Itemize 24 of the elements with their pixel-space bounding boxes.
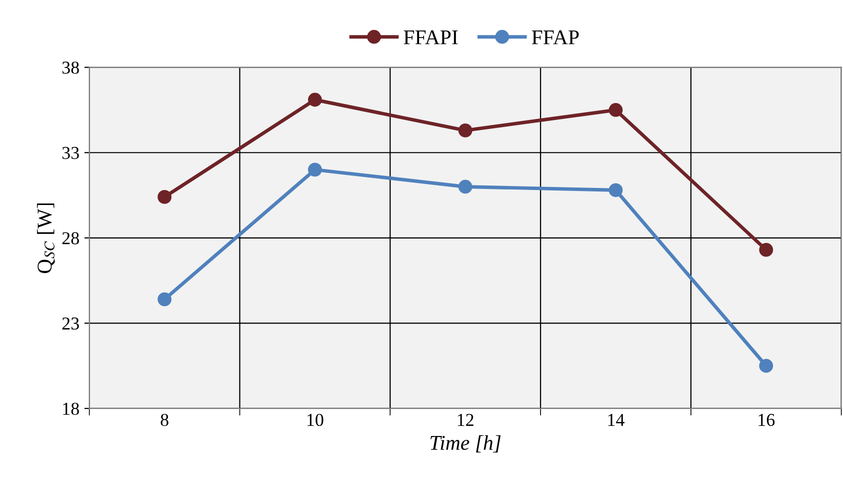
y-axis-title: Q$_{SC}$ [W]	[37, 203, 55, 274]
y-tick-label: 18	[63, 402, 79, 415]
x-tick-label: 10	[308, 414, 324, 426]
y-tick-label: 33	[62, 146, 79, 160]
point	[458, 180, 472, 194]
y-tick-label: 28	[62, 232, 79, 244]
point	[759, 242, 774, 257]
point	[308, 162, 322, 177]
point	[458, 124, 472, 138]
point	[759, 358, 774, 373]
x-tick-label: 14	[608, 414, 624, 426]
x-axis-title: Time [h]	[430, 435, 501, 452]
y-tick-label: 23	[62, 317, 79, 330]
point	[308, 92, 322, 107]
point	[158, 292, 172, 306]
point	[158, 190, 172, 204]
legend-label: FFAP	[532, 30, 579, 44]
legend-label: FFAPI	[404, 30, 458, 44]
x-tick-label: 12	[458, 414, 474, 426]
x-tick-label: 16	[758, 414, 775, 426]
point	[608, 103, 623, 117]
x-tick-label: 8	[160, 414, 168, 426]
y-tick-label: 38	[62, 62, 79, 74]
point	[608, 183, 623, 198]
